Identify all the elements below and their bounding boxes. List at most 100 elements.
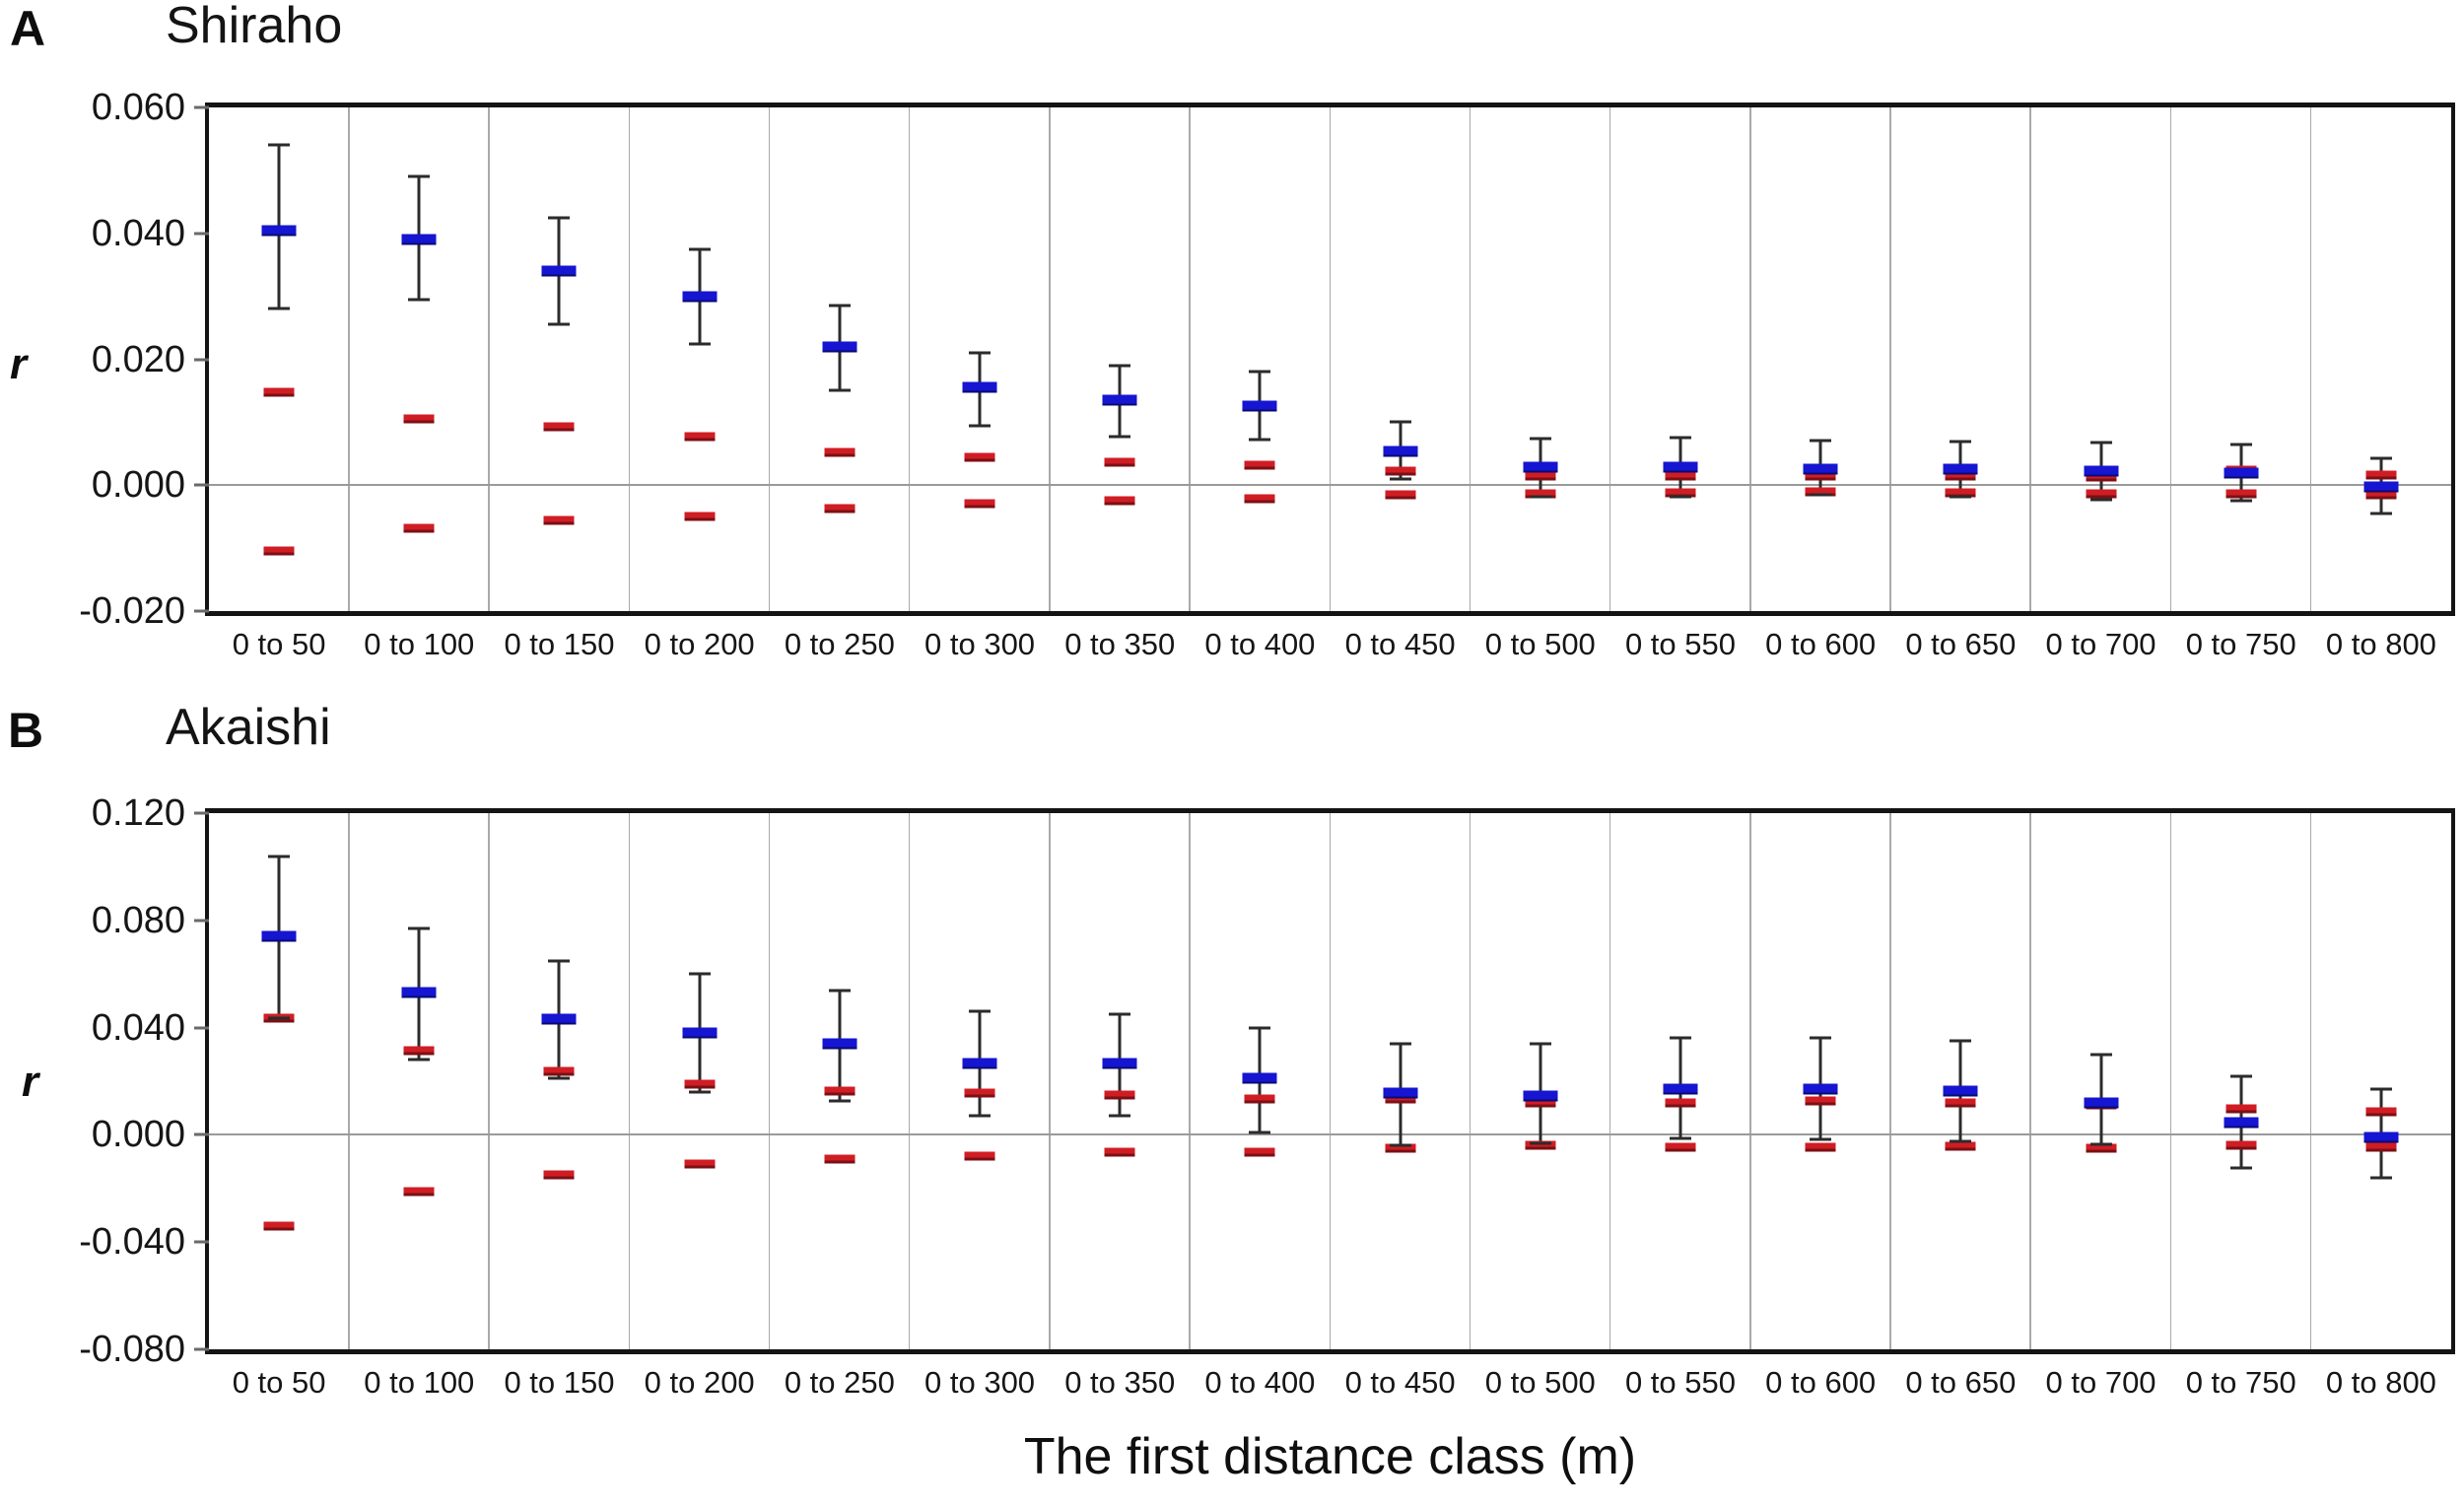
x-tick-label: 0 to 800: [2325, 1365, 2436, 1400]
x-tick-label: 0 to 750: [2185, 1365, 2296, 1400]
category-gridline: [2029, 813, 2031, 1349]
expected-lower-marker: [263, 1221, 295, 1231]
expected-lower-marker: [1525, 1140, 1556, 1150]
error-bar-cap-top: [1249, 370, 1271, 374]
observed-r-marker: [822, 1038, 857, 1050]
x-tick-label: 0 to 400: [1204, 1365, 1316, 1400]
error-bar-cap-bottom: [2229, 1166, 2252, 1170]
error-bar-cap-top: [1810, 439, 1832, 443]
y-tick-label: 0.080: [91, 899, 185, 941]
error-bar-cap-bottom: [2369, 512, 2392, 515]
category-gridline: [348, 813, 350, 1349]
observed-r-marker: [261, 930, 297, 942]
panel-a-plot-area: 0.060 0.040 0.020 0.000 -0.020 0 to 50 0 to 10…: [79, 89, 2455, 659]
y-tick-label: -0.080: [79, 1329, 185, 1370]
observed-r-marker: [1102, 1058, 1137, 1069]
category-gridline: [1329, 813, 1331, 1349]
observed-r-marker: [2224, 1117, 2259, 1129]
y-tick-mark: [194, 358, 209, 361]
y-tick-label: 0.000: [91, 1114, 185, 1156]
error-bar-cap-top: [2369, 456, 2392, 460]
expected-upper-marker: [824, 1086, 856, 1096]
category-gridline: [1608, 813, 1611, 1349]
panel-a-y-axis-label: r: [10, 340, 28, 388]
y-tick-label: -0.020: [79, 590, 185, 632]
expected-upper-marker: [1104, 457, 1135, 467]
category-gridline: [628, 107, 631, 611]
x-tick-label: 0 to 50: [232, 1365, 326, 1400]
expected-upper-marker: [1525, 471, 1556, 481]
expected-lower-marker: [1945, 1141, 1976, 1151]
error-bar-cap-top: [408, 174, 431, 178]
expected-upper-marker: [1665, 1098, 1696, 1108]
error-bar-cap-top: [1669, 436, 1691, 440]
x-tick-label: 0 to 250: [784, 627, 895, 661]
error-bar-cap-bottom: [1249, 438, 1271, 442]
error-bar-cap-top: [408, 926, 431, 930]
category-gridline: [1608, 107, 1611, 611]
error-bar-cap-top: [1529, 437, 1551, 441]
expected-lower-marker: [263, 546, 295, 556]
observed-r-marker: [962, 381, 997, 393]
error-bar-cap-top: [969, 351, 992, 355]
observed-r-marker: [1663, 461, 1698, 473]
expected-upper-marker: [403, 1046, 435, 1056]
category-gridline: [768, 107, 771, 611]
expected-lower-marker: [684, 512, 716, 521]
category-gridline: [1189, 107, 1191, 611]
error-bar-cap-bottom: [1529, 1141, 1551, 1145]
error-bar-cap-bottom: [1810, 1137, 1832, 1141]
observed-r-marker: [1242, 400, 1277, 412]
x-tick-label: 0 to 300: [924, 627, 1036, 661]
error-bar-cap-top: [828, 304, 851, 308]
error-bar-cap-top: [2369, 1087, 2392, 1091]
observed-r-marker: [2084, 1097, 2119, 1109]
observed-r-marker: [401, 234, 437, 245]
expected-lower-marker: [824, 1154, 856, 1164]
expected-lower-marker: [824, 504, 856, 514]
observed-r-marker: [1383, 1087, 1418, 1099]
error-bar-cap-top: [1109, 1012, 1131, 1016]
expected-lower-marker: [543, 515, 575, 525]
observed-r-marker: [1523, 1090, 1558, 1102]
expected-lower-marker: [684, 1159, 716, 1169]
observed-r-marker: [1523, 461, 1558, 473]
expected-lower-marker: [964, 1151, 995, 1161]
error-bar-cap-top: [688, 247, 711, 251]
x-tick-label: 0 to 500: [1484, 627, 1596, 661]
x-tick-label: 0 to 700: [2045, 1365, 2156, 1400]
error-bar-cap-bottom: [688, 342, 711, 346]
expected-upper-marker: [1385, 466, 1416, 476]
x-tick-label: 0 to 350: [1064, 627, 1176, 661]
expected-upper-marker: [1665, 471, 1696, 481]
error-bar-cap-top: [268, 143, 291, 147]
observed-r-marker: [1102, 394, 1137, 406]
y-tick-mark: [194, 232, 209, 236]
observed-r-marker: [401, 987, 437, 998]
observed-r-marker: [1943, 1085, 1978, 1097]
observed-r-marker: [1803, 463, 1838, 475]
x-tick-label: 0 to 550: [1624, 1365, 1736, 1400]
error-bar-cap-bottom: [548, 1076, 571, 1080]
x-axis-title: The first distance class (m): [1023, 1428, 1637, 1485]
y-tick-label: 0.060: [91, 87, 185, 128]
category-gridline: [348, 107, 350, 611]
error-bar-cap-bottom: [1109, 435, 1131, 439]
category-gridline: [1749, 813, 1751, 1349]
category-gridline: [1049, 107, 1051, 611]
error-bar-cap-bottom: [2089, 1142, 2112, 1146]
panel-b-letter: B: [8, 703, 44, 758]
category-gridline: [1329, 107, 1331, 611]
y-tick-label: 0.000: [91, 464, 185, 507]
x-tick-label: 0 to 150: [504, 1365, 615, 1400]
observed-r-marker: [541, 265, 577, 277]
panel-b-y-axis-label: r: [22, 1058, 39, 1106]
expected-upper-marker: [1244, 460, 1275, 470]
expected-upper-marker: [2365, 1107, 2397, 1117]
panel-a-title: Shiraho: [166, 0, 343, 54]
x-tick-label: 0 to 150: [504, 627, 615, 661]
error-bar-cap-top: [1249, 1026, 1271, 1030]
category-gridline: [1469, 813, 1472, 1349]
x-tick-label: 0 to 750: [2185, 627, 2296, 661]
error-bar-cap-bottom: [1810, 493, 1832, 497]
